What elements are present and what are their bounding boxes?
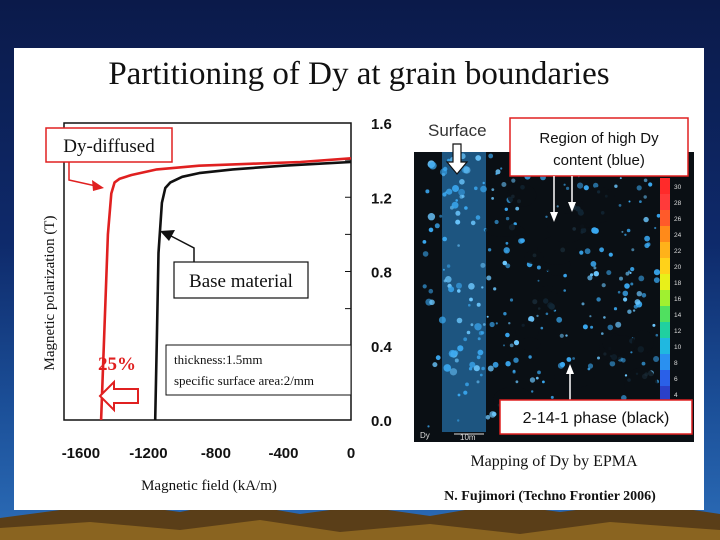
colorbar-label: 14 (674, 312, 682, 319)
colorbar-label: 16 (674, 296, 682, 303)
phase-arrowhead (566, 364, 574, 374)
dy-diffused-callout (45, 127, 173, 163)
colorbar-label: 8 (674, 360, 678, 367)
x-tick-label: -1200 (129, 445, 167, 462)
x-tick-label: -400 (268, 445, 298, 462)
colorbar-swatch (660, 322, 670, 338)
base-material-pointer (170, 235, 195, 262)
x-tick-label: 0 (347, 445, 355, 462)
base-material-arrowhead (160, 230, 175, 241)
colorbar-swatch (660, 290, 670, 306)
colorbar-label: 28 (674, 200, 682, 207)
colorbar-swatch (660, 242, 670, 258)
high-dy-label-line1: Region of high Dy (539, 130, 659, 147)
colorbar-swatch (660, 178, 670, 194)
epma-texture (422, 152, 661, 432)
high-dy-callout (509, 117, 689, 177)
colorbar-label: 10 (674, 344, 682, 351)
reduction-label: 25% (98, 354, 136, 375)
sample-info-box (165, 344, 352, 396)
phase-callout (499, 399, 693, 435)
series-line-1 (153, 160, 352, 421)
high-dy-arrowhead-2 (568, 202, 576, 212)
slide-title: Partitioning of Dy at grain boundaries (108, 56, 610, 92)
colorbar-label: 12 (674, 328, 682, 335)
slide-canvas: 0.0 0.4 0.8 1.2 1.6 -1600 -1200 -800 -400 0 Magn… (42, 116, 694, 504)
scale-bar-label: 10m (460, 433, 476, 442)
series-line-0 (99, 157, 352, 421)
x-axis-label: Magnetic field (kA/m) (141, 478, 277, 494)
down-arrow-icon (445, 143, 469, 175)
y-tick-label: 0.4 (371, 339, 393, 356)
colorbar-swatch (660, 354, 670, 370)
colorbar-label: 22 (674, 248, 682, 255)
y-axis-label: Magnetic polarization (T) (42, 216, 58, 371)
dy-diffused-label: Dy-diffused (63, 136, 155, 157)
colorbar-swatch (660, 194, 670, 210)
base-material-callout (173, 261, 309, 299)
colorbar-label: 26 (674, 216, 682, 223)
x-tick-label: -800 (201, 445, 231, 462)
colorbar-label: 20 (674, 264, 682, 271)
credit-text: N. Fujimori (Techno Frontier 2006) (444, 489, 656, 504)
y-tick-label: 0.0 (371, 413, 392, 430)
colorbar-label: 30 (674, 184, 682, 191)
colorbar-swatch (660, 338, 670, 354)
epma-map: 30 28 26 24 22 20 18 16 14 12 10 8 6 4 Dy 10m Surface… (414, 117, 694, 470)
colorbar-swatch (660, 226, 670, 242)
hysteresis-chart: 0.0 0.4 0.8 1.2 1.6 -1600 -1200 -800 -400 0 Magn… (42, 116, 393, 494)
y-tick-labels: 0.0 0.4 0.8 1.2 1.6 (371, 116, 393, 430)
slide: Partitioning of Dy at grain boundaries 0… (14, 48, 704, 510)
y-tick-label: 1.2 (371, 190, 392, 207)
colorbar-swatch (660, 274, 670, 290)
x-tick-labels: -1600 -1200 -800 -400 0 (62, 445, 355, 462)
high-dy-label-line2: content (blue) (553, 152, 645, 169)
series-layer (99, 157, 352, 421)
y-tick-label: 1.6 (371, 116, 392, 133)
colorbar: 30 28 26 24 22 20 18 16 14 12 10 8 6 4 (660, 178, 682, 402)
epma-caption: Mapping of Dy by EPMA (470, 453, 638, 470)
thickness-text: thickness:1.5mm (174, 352, 262, 367)
dy-diffused-pointer (68, 162, 97, 187)
surface-label: Surface (428, 121, 487, 140)
colorbar-swatch (660, 258, 670, 274)
map-scale-label: Dy (420, 431, 430, 440)
colorbar-label: 6 (674, 376, 678, 383)
left-arrow-icon (98, 379, 139, 413)
phase-label: 2-14-1 phase (black) (523, 410, 670, 427)
colorbar-label: 4 (674, 392, 678, 399)
colorbar-label: 24 (674, 232, 682, 239)
colorbar-swatch (660, 210, 670, 226)
dy-diffused-arrowhead (92, 180, 104, 191)
x-tick-label: -1600 (62, 445, 100, 462)
y-tick-label: 0.8 (371, 265, 392, 282)
colorbar-label: 18 (674, 280, 682, 287)
landscape-silhouette (0, 502, 720, 540)
surface-area-text: specific surface area:2/mm (174, 373, 314, 388)
colorbar-swatch (660, 386, 670, 402)
base-material-label: Base material (189, 271, 293, 292)
colorbar-swatch (660, 370, 670, 386)
colorbar-swatch (660, 306, 670, 322)
high-dy-arrowhead-1 (550, 212, 558, 222)
